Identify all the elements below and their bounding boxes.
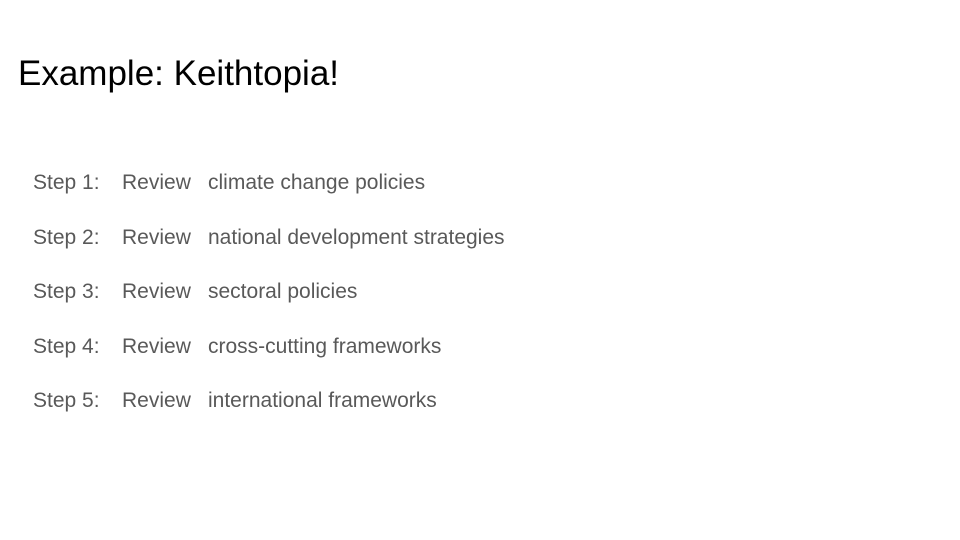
step-verb: Review bbox=[122, 171, 191, 194]
step-label: Step 3: bbox=[33, 280, 100, 303]
list-item-step-4: Step 4: Review cross-cutting frameworks bbox=[33, 334, 505, 389]
list-item-step-5: Step 5: Review international frameworks bbox=[33, 388, 505, 443]
step-verb: Review bbox=[122, 280, 191, 303]
step-verb: Review bbox=[122, 334, 191, 358]
step-verb: Review bbox=[122, 389, 191, 412]
step-object: sectoral policies bbox=[208, 280, 358, 303]
step-object: national development strategies bbox=[208, 225, 505, 249]
slide-title: Example: Keithtopia! bbox=[18, 54, 340, 93]
steps-list: Step 1: Review climate change policies S… bbox=[33, 170, 505, 443]
step-verb: Review bbox=[122, 225, 191, 249]
list-item-step-1: Step 1: Review climate change policies bbox=[33, 170, 505, 225]
step-object: climate change policies bbox=[208, 171, 426, 194]
list-item-step-2: Step 2: Review national development stra… bbox=[33, 225, 505, 280]
step-label: Step 2: bbox=[33, 225, 100, 249]
step-object: cross-cutting frameworks bbox=[208, 334, 442, 358]
step-object: international frameworks bbox=[208, 389, 437, 412]
step-label: Step 4: bbox=[33, 334, 100, 358]
list-item-step-3: Step 3: Review sectoral policies bbox=[33, 279, 505, 334]
step-label: Step 5: bbox=[33, 389, 100, 412]
step-label: Step 1: bbox=[33, 171, 100, 194]
